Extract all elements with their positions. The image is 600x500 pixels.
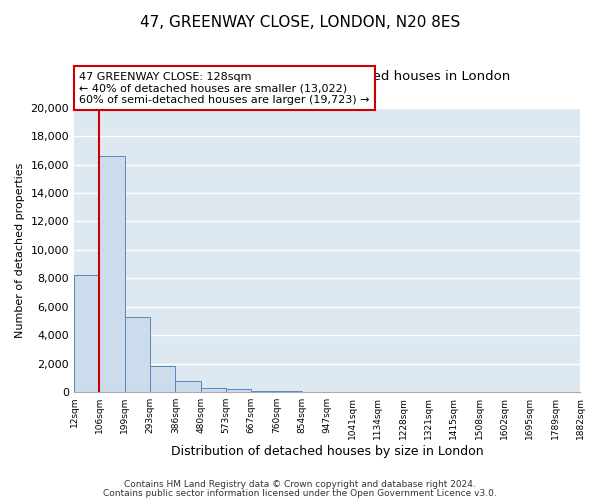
Bar [277, 390, 302, 392]
Y-axis label: Number of detached properties: Number of detached properties [15, 162, 25, 338]
Bar [150, 366, 175, 392]
Bar [74, 276, 100, 392]
Bar [226, 389, 251, 392]
Bar [251, 390, 277, 392]
Text: Contains HM Land Registry data © Crown copyright and database right 2024.: Contains HM Land Registry data © Crown c… [124, 480, 476, 489]
Bar [175, 380, 200, 392]
Text: 47, GREENWAY CLOSE, LONDON, N20 8ES: 47, GREENWAY CLOSE, LONDON, N20 8ES [140, 15, 460, 30]
X-axis label: Distribution of detached houses by size in London: Distribution of detached houses by size … [171, 444, 484, 458]
Title: Size of property relative to detached houses in London: Size of property relative to detached ho… [144, 70, 511, 83]
Bar [125, 316, 150, 392]
Text: Contains public sector information licensed under the Open Government Licence v3: Contains public sector information licen… [103, 489, 497, 498]
Bar [100, 156, 125, 392]
Bar [200, 388, 226, 392]
Text: 47 GREENWAY CLOSE: 128sqm
← 40% of detached houses are smaller (13,022)
60% of s: 47 GREENWAY CLOSE: 128sqm ← 40% of detac… [79, 72, 370, 105]
